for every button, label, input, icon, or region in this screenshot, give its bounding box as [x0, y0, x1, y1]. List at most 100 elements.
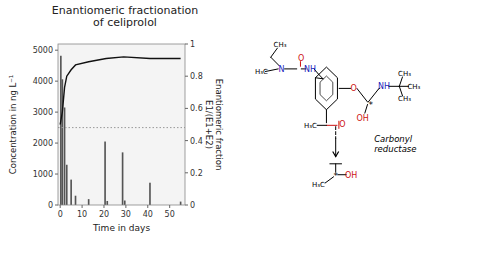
bar — [149, 183, 151, 205]
y-tick — [55, 81, 58, 82]
annotation: O — [298, 54, 304, 63]
y-tick-label: 3000 — [33, 108, 53, 117]
annotation: H₃C — [312, 181, 325, 189]
y2-tick-label: 0 — [190, 201, 195, 210]
annotation: * — [333, 171, 338, 181]
x-tick — [60, 205, 61, 208]
annotation: NH — [304, 65, 316, 74]
y-tick — [55, 50, 58, 51]
y2-tick — [185, 108, 188, 109]
chart: Enantiomeric fractionationof celiprolol 0… — [0, 0, 500, 260]
y-tick-label: 0 — [48, 201, 53, 210]
annotation: CH₃ — [274, 41, 287, 49]
x-tick — [147, 205, 148, 208]
y2-tick — [185, 172, 188, 173]
reference-line — [58, 127, 185, 128]
annotation: CH₃ — [407, 83, 420, 91]
bond — [339, 88, 350, 89]
annotation: reductase — [374, 144, 416, 154]
y-tick-label: 4000 — [33, 77, 53, 86]
title: of celiprolol — [93, 16, 157, 29]
x-axis-label: Time in days — [92, 223, 151, 233]
annotation: CH₃ — [398, 70, 411, 78]
bar — [66, 165, 68, 205]
bond — [326, 125, 337, 126]
benzene-ring — [320, 76, 333, 101]
benzene-ring — [315, 67, 337, 110]
x-tick-label: 50 — [165, 210, 175, 219]
y2-axis-label: Enantiomeric fraction — [214, 79, 224, 171]
bond — [335, 138, 336, 156]
bond — [399, 77, 402, 86]
y-tick-label: 1000 — [33, 170, 53, 179]
y-tick-label: 5000 — [33, 46, 53, 55]
annotation: H₃C — [312, 181, 325, 189]
y-tick-label: 2000 — [33, 139, 53, 148]
annotation: NH — [304, 65, 316, 74]
x-tick-label: 10 — [77, 210, 87, 219]
bar — [75, 196, 77, 205]
annotation: NH — [378, 82, 390, 91]
x-tick — [169, 205, 170, 208]
y2-tick — [185, 44, 188, 45]
y-axis-label: Concentration in ng L⁻¹ — [8, 75, 18, 174]
bond — [365, 105, 368, 114]
bond — [389, 86, 400, 87]
y-tick — [55, 205, 58, 206]
x-tick — [103, 205, 104, 208]
y2-tick-label: 0.4 — [190, 137, 203, 146]
annotation: CH₃ — [398, 95, 411, 103]
bar — [106, 201, 108, 205]
x-tick — [125, 205, 126, 208]
x-tick-label: 30 — [121, 210, 131, 219]
bar — [104, 142, 106, 205]
annotation: Carbonylreductase — [374, 134, 416, 154]
plot-marks — [58, 56, 185, 205]
y2-axis-label-group: Enantiomeric fractionE1/(E1+E2) — [204, 79, 224, 171]
x-tick-label: 20 — [99, 210, 109, 219]
chemical-structure: NCH₃H₃CONHO*OHNHCH₃CH₃CH₃OH₃CCarbonylred… — [255, 41, 421, 189]
annotation: OH — [357, 114, 369, 123]
y2-tick-label: 0.2 — [190, 169, 203, 178]
y2-tick — [185, 140, 188, 141]
bar — [60, 56, 62, 205]
bond — [315, 78, 323, 79]
x-tick-label: 40 — [143, 210, 153, 219]
bond — [285, 68, 297, 69]
bar — [88, 199, 90, 205]
annotation: OH — [345, 171, 357, 180]
bond — [335, 127, 336, 139]
plot-frame — [58, 44, 185, 205]
plot-background — [58, 44, 185, 205]
annotation: N — [278, 65, 284, 74]
annotation: OH — [345, 171, 357, 180]
annotation: * — [333, 171, 338, 181]
annotation: O — [298, 54, 304, 63]
x-tick — [82, 205, 83, 208]
annotation: * — [368, 100, 373, 110]
annotation: O — [339, 120, 345, 129]
annotation: H₃C — [255, 68, 268, 76]
y2-tick — [185, 205, 188, 206]
bar — [64, 107, 66, 205]
bond — [326, 110, 327, 123]
y-tick — [55, 174, 58, 175]
title: Enantiomeric fractionationof celiprolol — [52, 4, 198, 29]
bar — [124, 201, 126, 205]
reaction-arrow — [333, 152, 339, 157]
annotation: O — [351, 84, 357, 93]
y2-tick-label: 1 — [190, 40, 195, 49]
annotation: CH₃ — [274, 41, 287, 49]
annotation: CH₃ — [398, 70, 411, 78]
annotation: CH₃ — [398, 95, 411, 103]
bar — [180, 202, 182, 205]
annotation: CH₃ — [407, 83, 420, 91]
y-tick — [55, 112, 58, 113]
bar — [70, 180, 72, 205]
annotation: H₃C — [304, 122, 317, 130]
bond — [271, 48, 278, 57]
bond — [330, 163, 342, 164]
bond — [357, 88, 368, 102]
y2-tick-label: 0.8 — [190, 72, 203, 81]
line — [60, 57, 180, 125]
